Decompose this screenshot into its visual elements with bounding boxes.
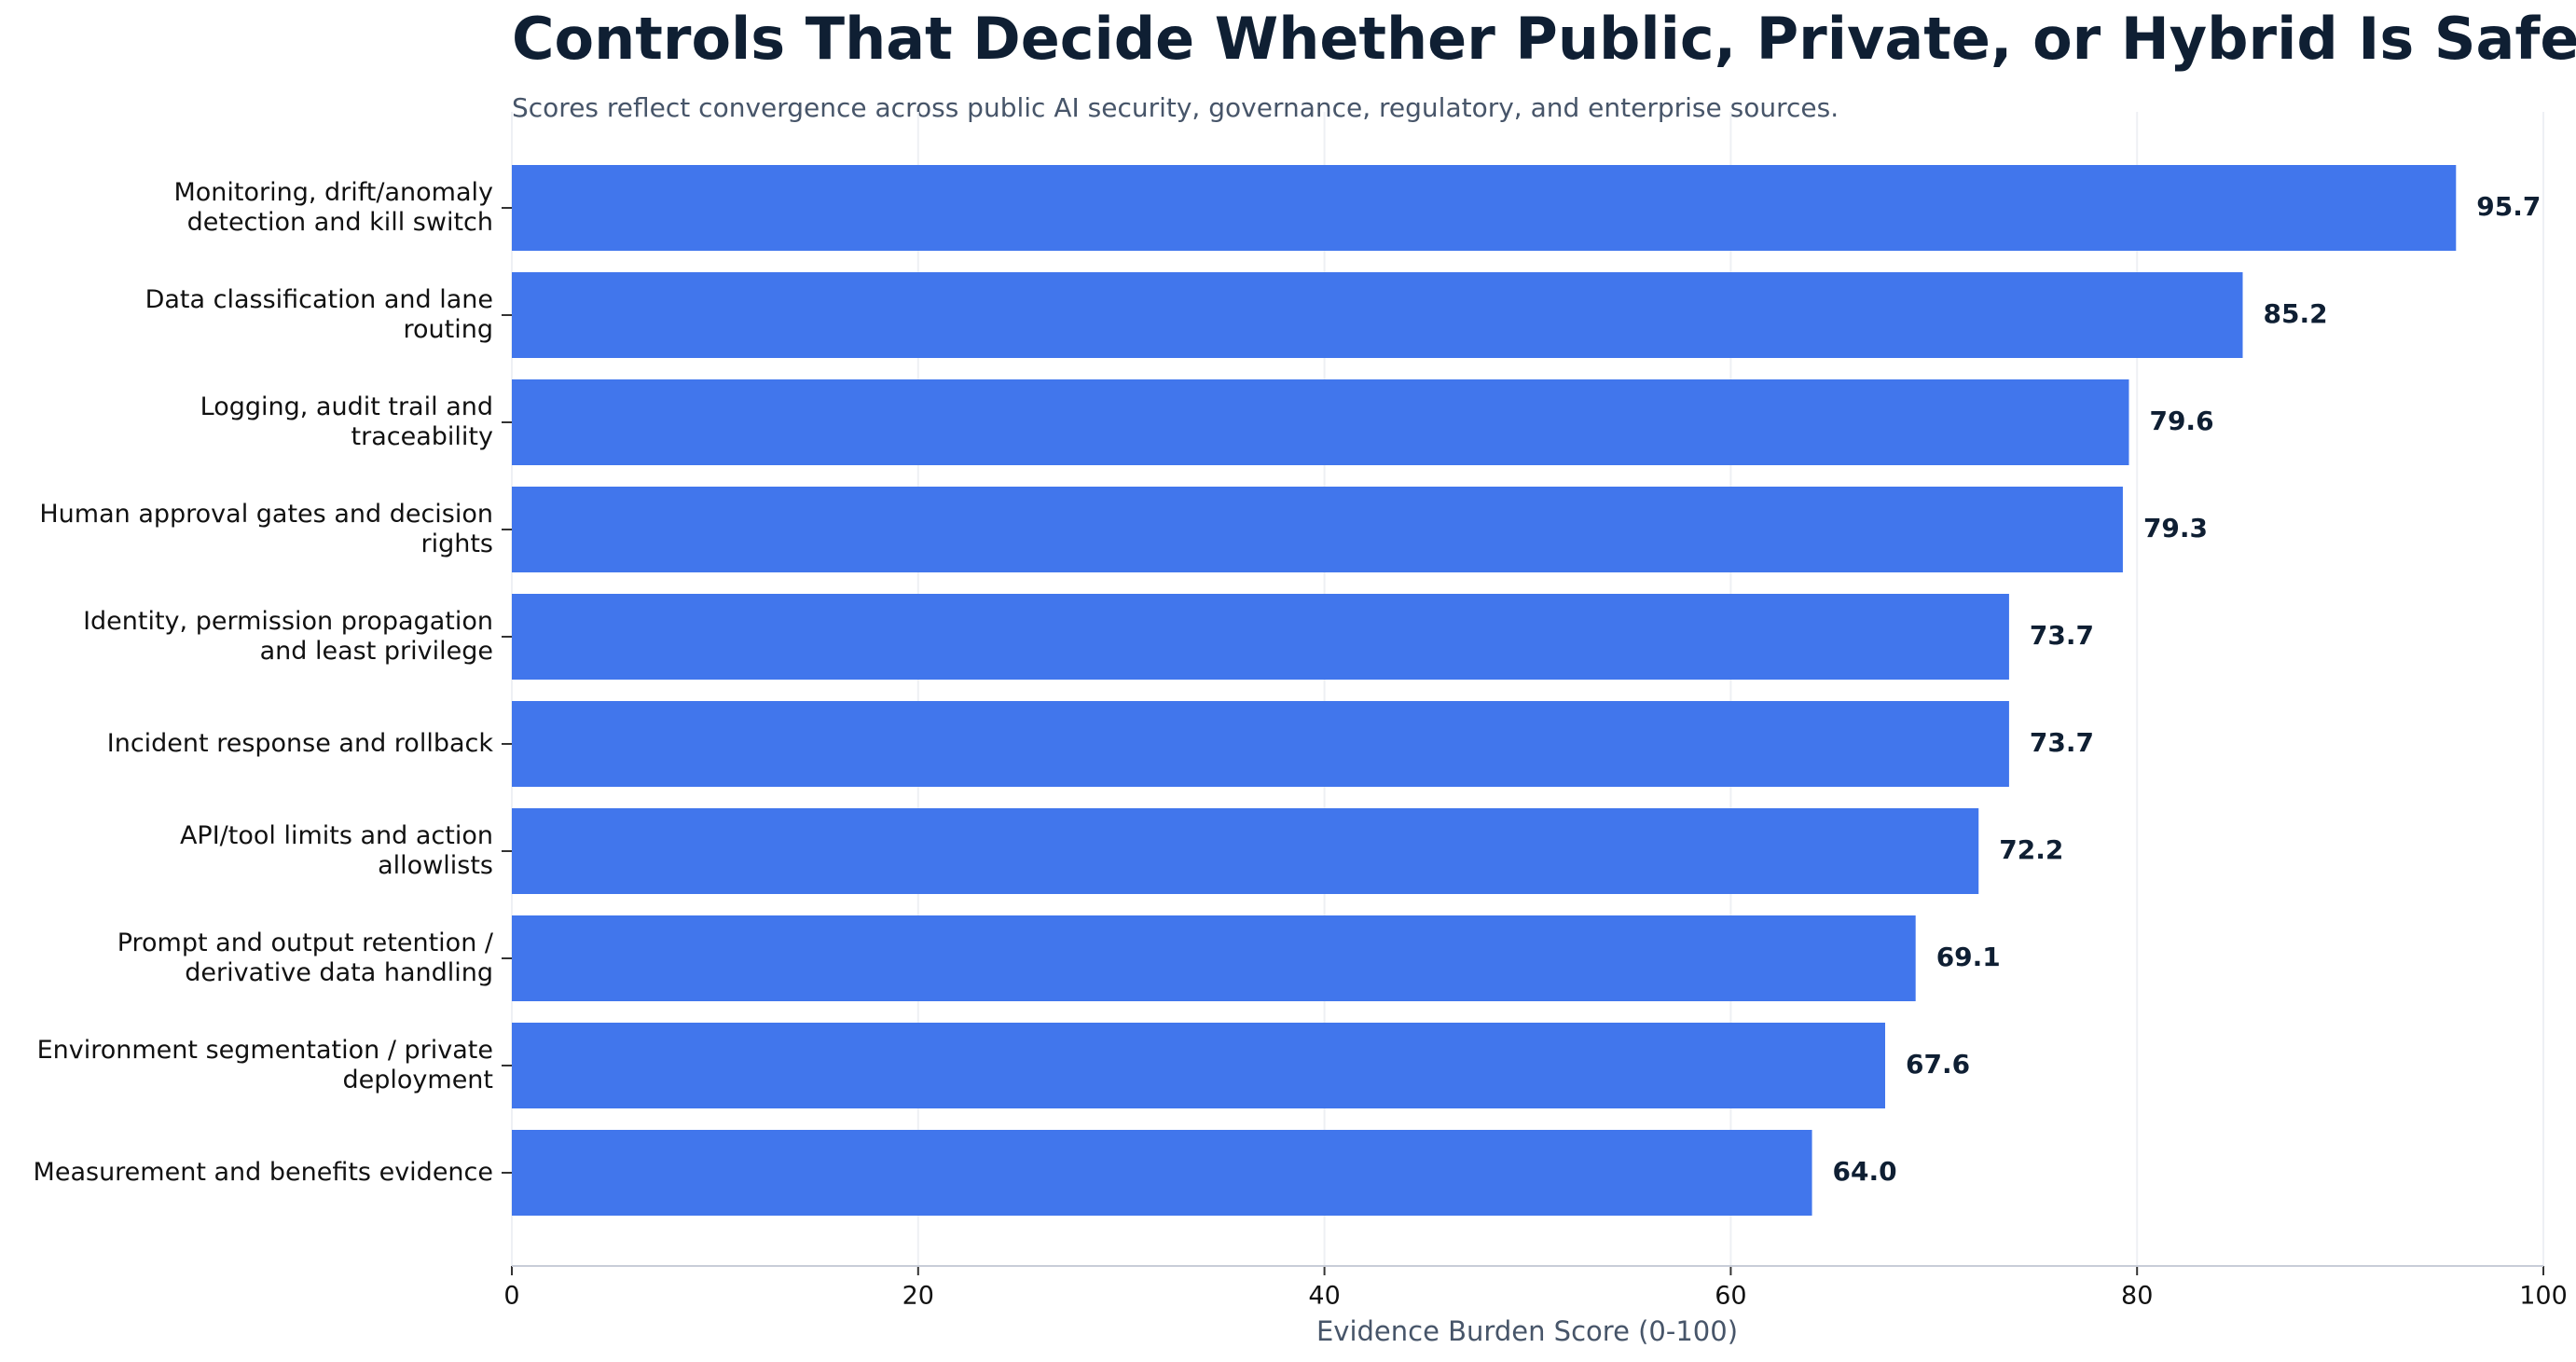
value-label: 72.2 bbox=[1999, 834, 2063, 865]
bar bbox=[512, 1130, 1812, 1216]
chart-subtitle: Scores reflect convergence across public… bbox=[512, 92, 1839, 123]
y-tick-label: Environment segmentation / private deplo… bbox=[36, 1036, 493, 1094]
x-tick-label: 20 bbox=[902, 1282, 934, 1311]
bar bbox=[512, 915, 1916, 1001]
x-tick-label: 0 bbox=[503, 1282, 519, 1311]
y-tick-label: Monitoring, drift/anomaly detection and … bbox=[173, 178, 493, 237]
y-tick-label: Prompt and output retention / derivative… bbox=[117, 929, 493, 987]
bar bbox=[512, 487, 2123, 572]
value-label: 95.7 bbox=[2476, 191, 2541, 222]
y-tick-label: Human approval gates and decision rights bbox=[39, 500, 493, 558]
x-tick-label: 100 bbox=[2519, 1282, 2568, 1311]
bar bbox=[512, 1023, 1886, 1108]
x-axis-label: Evidence Burden Score (0-100) bbox=[1316, 1315, 1738, 1347]
value-label: 69.1 bbox=[1936, 942, 2001, 972]
bar bbox=[512, 272, 2243, 358]
bar bbox=[512, 379, 2129, 465]
y-tick-label: Logging, audit trail and traceability bbox=[200, 392, 493, 451]
value-label: 73.7 bbox=[2030, 727, 2094, 758]
x-tick-label: 60 bbox=[1715, 1282, 1746, 1311]
value-label: 85.2 bbox=[2264, 298, 2328, 329]
value-label: 64.0 bbox=[1833, 1156, 1897, 1187]
y-tick-label: Measurement and benefits evidence bbox=[33, 1158, 493, 1188]
value-label: 79.3 bbox=[2143, 513, 2208, 543]
y-tick-label: Incident response and rollback bbox=[106, 729, 493, 759]
value-label: 67.6 bbox=[1906, 1049, 1970, 1080]
bar bbox=[512, 594, 2009, 680]
y-tick-label: Identity, permission propagation and lea… bbox=[83, 607, 493, 666]
bar bbox=[512, 701, 2009, 787]
y-tick-label: Data classification and lane routing bbox=[145, 285, 493, 344]
value-label: 73.7 bbox=[2030, 620, 2094, 651]
x-tick-label: 80 bbox=[2121, 1282, 2153, 1311]
y-tick-label: API/tool limits and action allowlists bbox=[179, 821, 493, 880]
value-label: 79.6 bbox=[2149, 406, 2213, 436]
bar bbox=[512, 808, 1979, 894]
bar bbox=[512, 165, 2457, 251]
x-tick-label: 40 bbox=[1308, 1282, 1340, 1311]
chart-title: Controls That Decide Whether Public, Pri… bbox=[512, 5, 2576, 73]
